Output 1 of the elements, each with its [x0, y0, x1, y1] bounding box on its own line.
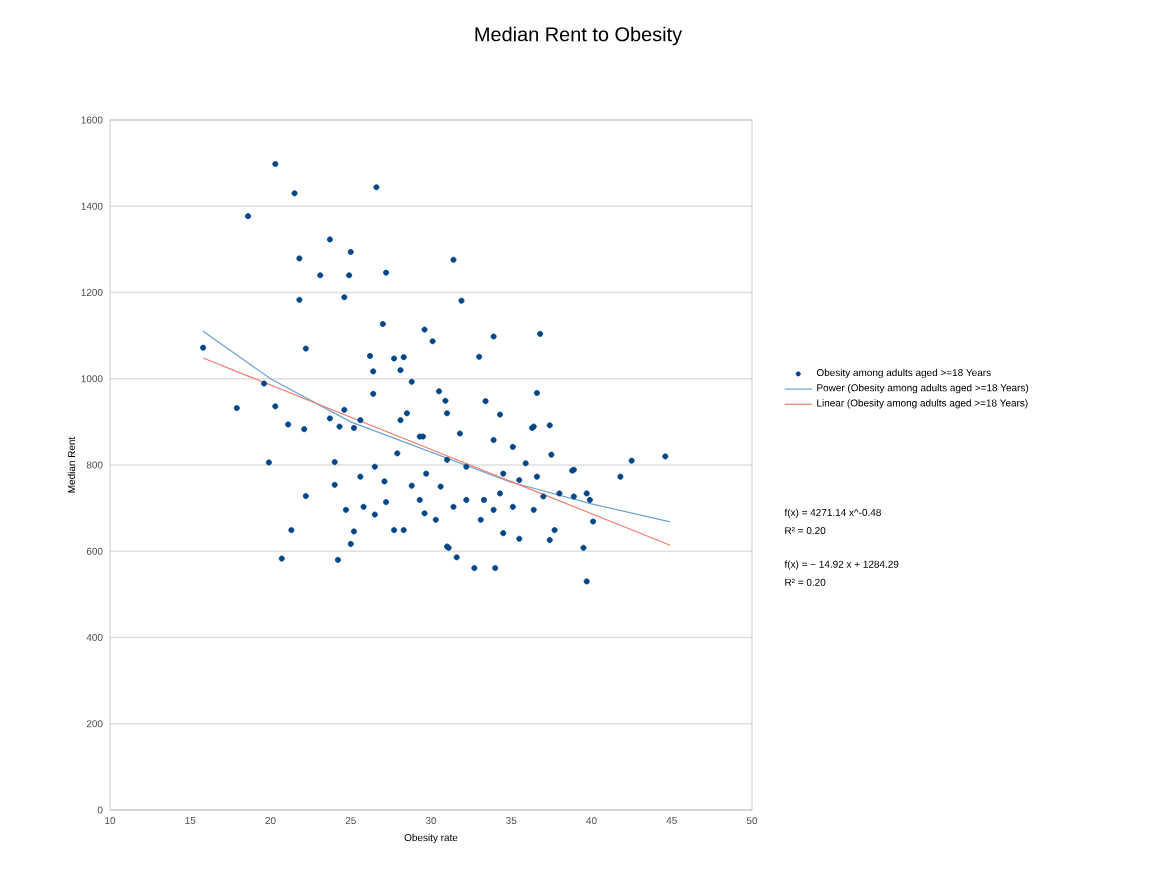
- chart-title: Median Rent to Obesity: [475, 26, 683, 46]
